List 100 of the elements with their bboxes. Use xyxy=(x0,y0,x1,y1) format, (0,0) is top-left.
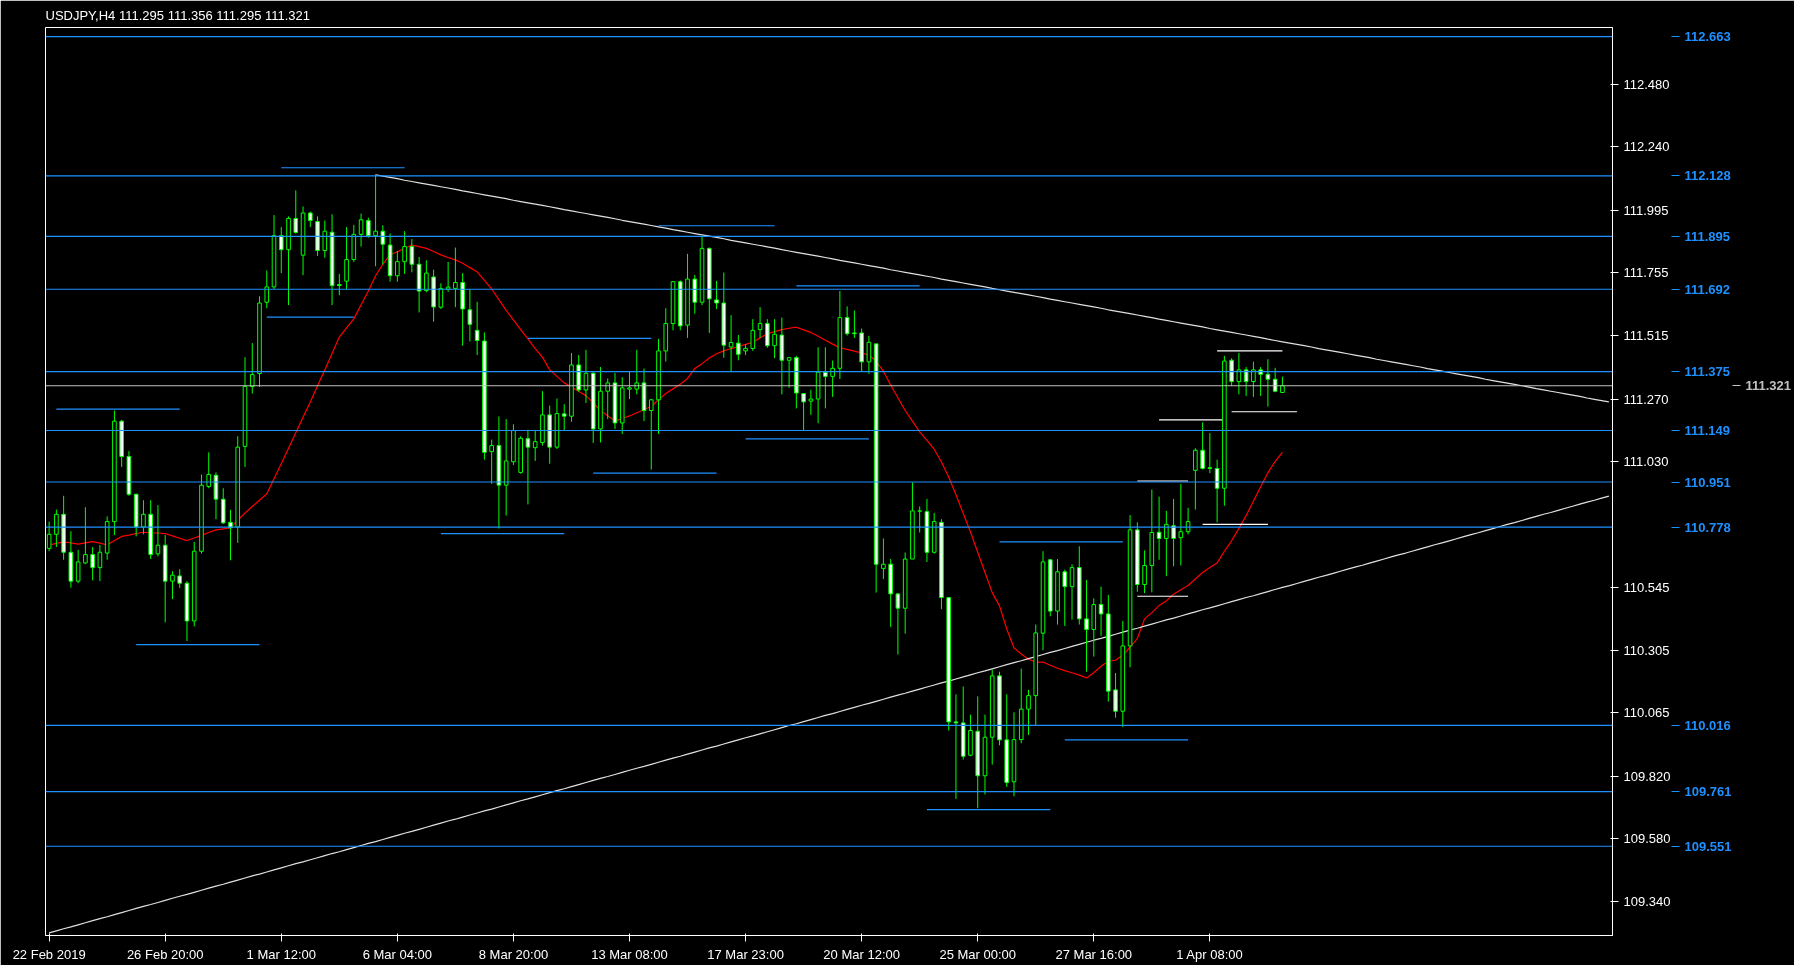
candlestick xyxy=(453,247,458,308)
candlestick xyxy=(409,238,415,273)
candlestick xyxy=(801,393,806,432)
candlestick xyxy=(765,318,770,349)
x-tick-label: 8 Mar 20:00 xyxy=(478,946,549,962)
candlestick xyxy=(605,377,611,420)
x-tick-label: 25 Mar 00:00 xyxy=(939,946,1017,962)
ref-line-label: 109.551 xyxy=(1684,838,1732,854)
candlestick xyxy=(852,310,857,339)
ref-line-label: 111.692 xyxy=(1684,281,1731,297)
candlestick xyxy=(714,280,719,310)
ref-line-label: 111.375 xyxy=(1684,364,1731,380)
candlestick xyxy=(1207,432,1213,474)
candlestick xyxy=(1142,549,1147,594)
x-tick-label: 27 Mar 16:00 xyxy=(1055,946,1133,962)
y-tick-label: 110.305 xyxy=(1623,642,1670,658)
y-tick-label: 112.480 xyxy=(1623,76,1670,92)
candlestick xyxy=(866,335,872,375)
candlestick xyxy=(249,342,255,395)
candlestick xyxy=(1200,421,1205,471)
x-tick-label: 1 Apr 08:00 xyxy=(1176,946,1243,962)
y-tick-label: 112.240 xyxy=(1623,139,1670,155)
candlestick xyxy=(264,270,270,309)
candlestick xyxy=(692,274,698,315)
ref-line-label: 110.778 xyxy=(1684,519,1731,535)
candlestick xyxy=(220,487,226,525)
candlestick xyxy=(1214,459,1220,523)
candlestick xyxy=(1229,357,1234,387)
candlestick xyxy=(177,568,183,589)
candlestick xyxy=(1243,366,1249,397)
x-tick-label: 6 Mar 04:00 xyxy=(362,946,433,962)
candlestick xyxy=(1251,361,1256,398)
line-series xyxy=(374,174,1610,403)
candlestick xyxy=(786,356,792,389)
candlestick xyxy=(881,537,886,580)
candlestick xyxy=(808,389,814,416)
x-tick-label: 22 Feb 2019 xyxy=(12,946,86,962)
candlestick xyxy=(75,549,81,584)
candlestick xyxy=(823,346,828,409)
candlestick xyxy=(1113,672,1118,719)
candlestick xyxy=(750,318,756,352)
y-tick-label: 109.580 xyxy=(1623,831,1671,847)
candlestick xyxy=(917,505,922,533)
y-tick-label: 111.030 xyxy=(1623,453,1669,469)
candlestick xyxy=(1258,366,1263,397)
y-tick-label: 111.515 xyxy=(1623,327,1669,343)
candlestick xyxy=(1164,510,1169,577)
candlestick xyxy=(54,509,59,548)
candlestick xyxy=(293,189,299,235)
candlestick xyxy=(895,592,901,656)
chart-title: USDJPY,H4 111.295 111.356 111.295 111.321 xyxy=(45,7,311,23)
candlestick xyxy=(525,429,531,505)
candlestick xyxy=(424,259,429,293)
candlestick xyxy=(155,504,161,557)
ref-line-label: 111.149 xyxy=(1684,423,1731,439)
candlestick xyxy=(206,451,212,489)
candlestick xyxy=(532,430,538,462)
candlestick xyxy=(757,306,763,339)
candlestick xyxy=(141,499,146,535)
ref-line-label: 111.321 xyxy=(1745,378,1792,394)
x-tick-label: 17 Mar 23:00 xyxy=(707,946,784,962)
candlestick xyxy=(395,250,400,283)
candlestick xyxy=(736,334,741,361)
candlestick xyxy=(438,282,444,310)
candlestick xyxy=(278,226,284,274)
candlestick xyxy=(90,546,95,581)
candlestick xyxy=(402,230,407,275)
candlestick xyxy=(627,370,632,400)
candlestick xyxy=(373,174,378,267)
candlestick xyxy=(1236,352,1242,395)
y-tick-label: 111.995 xyxy=(1623,202,1669,218)
candlestick xyxy=(170,570,175,600)
candlestick xyxy=(648,398,654,471)
candlestick xyxy=(380,224,386,266)
candlestick xyxy=(1178,483,1184,567)
candlestick xyxy=(474,301,480,356)
ref-line-label: 112.128 xyxy=(1684,168,1731,184)
candlestick xyxy=(83,506,88,565)
candlestick xyxy=(322,220,328,259)
candlestick xyxy=(772,318,777,359)
candlestick xyxy=(1156,496,1162,561)
candlestick xyxy=(97,544,103,582)
candlestick xyxy=(366,217,371,239)
candlestick xyxy=(728,314,734,373)
y-tick-label: 110.545 xyxy=(1623,580,1670,596)
candlestick xyxy=(844,305,850,337)
y-tick-label: 109.340 xyxy=(1623,893,1671,909)
candlestick xyxy=(953,693,959,800)
candlestick xyxy=(561,403,567,432)
ref-line-label: 111.895 xyxy=(1684,228,1731,244)
candlestick xyxy=(1062,569,1068,627)
ref-line-label: 110.951 xyxy=(1684,474,1731,490)
ref-line-label: 110.016 xyxy=(1684,717,1731,733)
candlestick xyxy=(1272,367,1278,393)
x-tick-label: 1 Mar 12:00 xyxy=(246,946,316,962)
y-tick-label: 111.755 xyxy=(1623,265,1669,281)
candlestick xyxy=(467,288,473,343)
x-tick-label: 20 Mar 12:00 xyxy=(823,946,900,962)
candlestick xyxy=(1026,689,1031,736)
y-tick-label: 110.065 xyxy=(1623,705,1670,721)
